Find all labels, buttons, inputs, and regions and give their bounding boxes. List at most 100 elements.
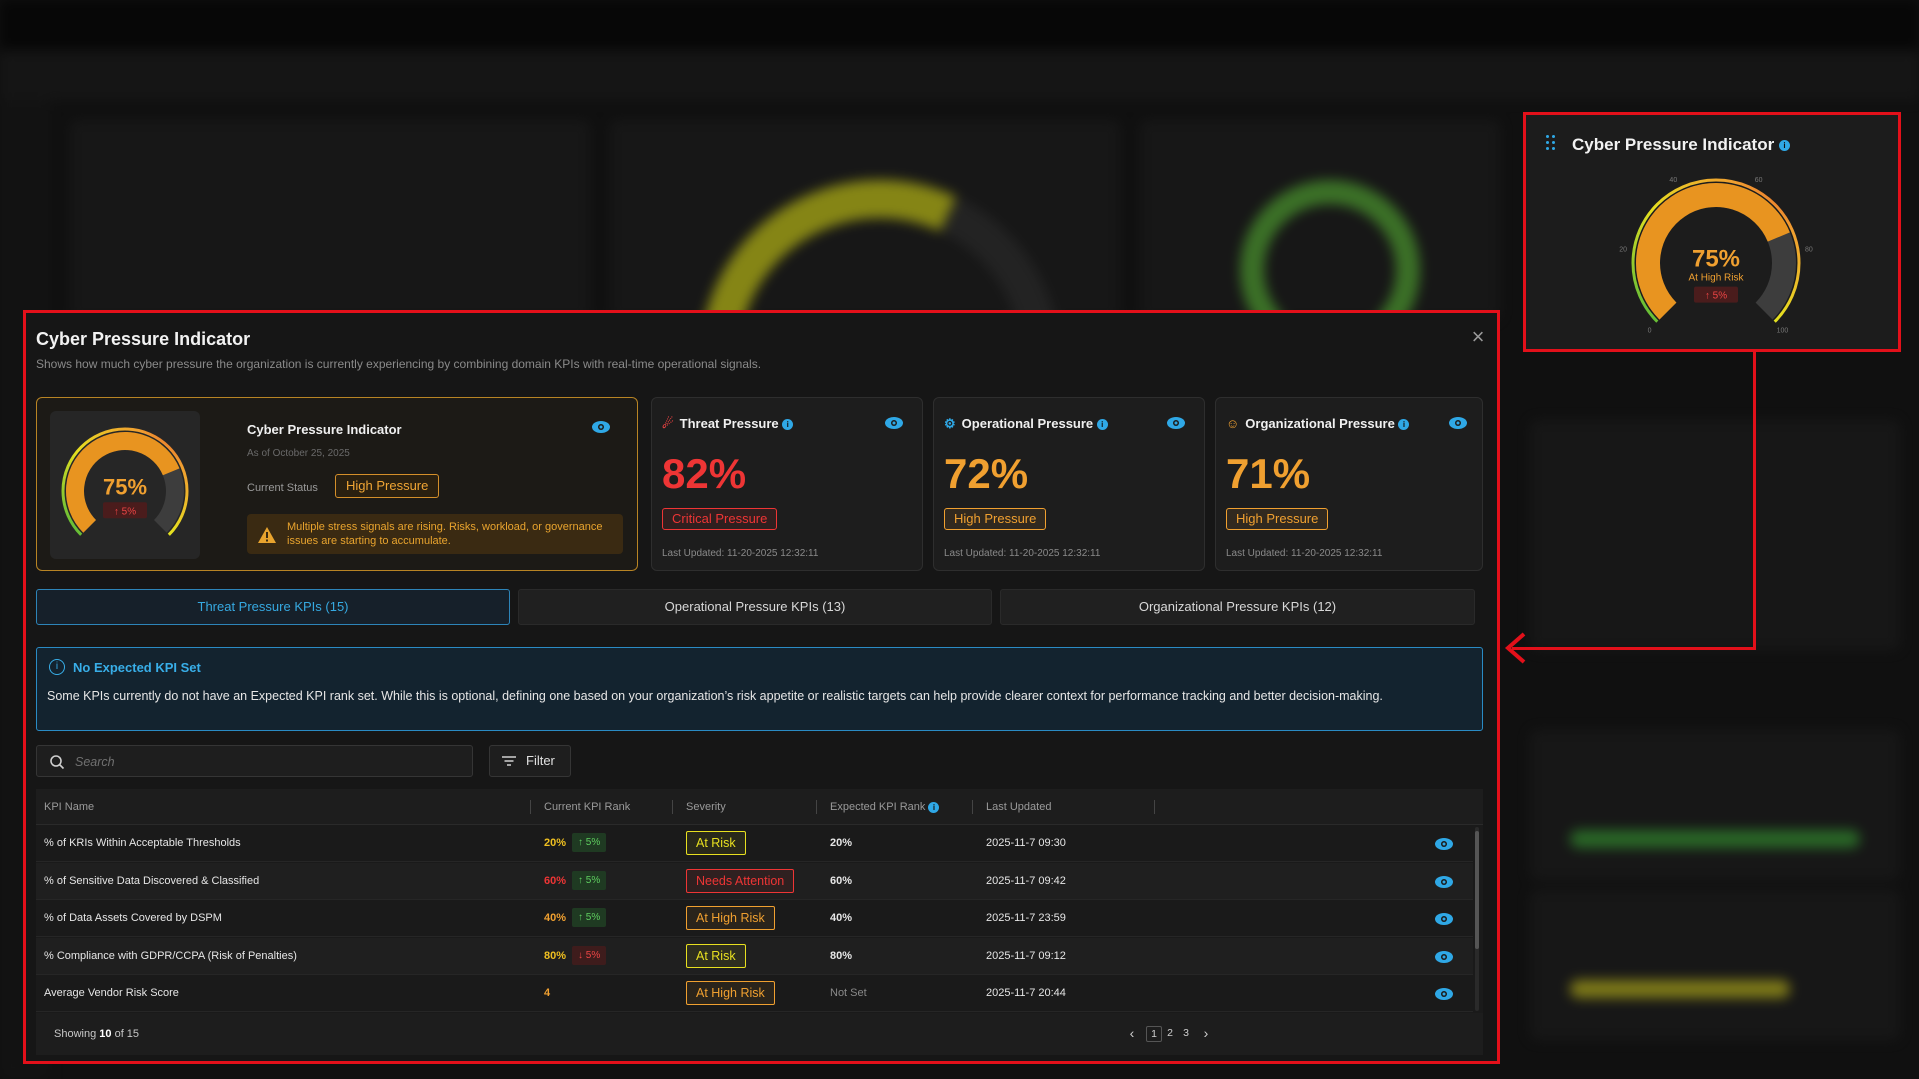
threat-icon: ☄ [662, 416, 674, 431]
tab-operational-pressure[interactable]: Operational Pressure KPIs (13) [518, 589, 992, 625]
widget-gauge: 0 20 40 60 80 100 75%At High Risk ↑ 5% [1619, 177, 1813, 334]
last-updated: Last Updated: 11-20-2025 12:32:11 [944, 548, 1101, 559]
severity-badge: At Risk [686, 943, 746, 968]
eye-icon[interactable] [1434, 875, 1454, 889]
kpi-name: % Compliance with GDPR/CCPA (Risk of Pen… [44, 949, 297, 962]
current-kpi-rank: 80% [544, 949, 567, 962]
column-header[interactable]: Last Updated [986, 801, 1052, 813]
gauge-status-label: At High Risk [1688, 273, 1744, 284]
pressure-badge: High Pressure [1226, 508, 1329, 530]
arrow-left-icon [1504, 632, 1526, 664]
organizational-pressure-card: ☺ Organizational Pressure i 71% High Pres… [1215, 397, 1483, 571]
page-1[interactable]: 1 [1146, 1026, 1162, 1042]
column-header[interactable]: Current KPI Rank [544, 801, 631, 813]
kpi-name: Average Vendor Risk Score [44, 987, 179, 1000]
gauge-tick-label: 60 [1755, 177, 1763, 184]
modal-subtitle: Shows how much cyber pressure the organi… [36, 357, 762, 371]
last-updated: 2025-11-7 20:44 [986, 987, 1066, 1000]
table-footer: Showing 10 of 15 ‹ 1 2 3 › [36, 1013, 1483, 1055]
chevron-right-icon[interactable]: › [1203, 1025, 1209, 1041]
warning-text: Multiple stress signals are rising. Risk… [287, 521, 603, 547]
kpi-name: % of Data Assets Covered by DSPM [44, 912, 222, 925]
gauge-delta-badge [103, 502, 147, 519]
search-input[interactable] [75, 752, 455, 772]
table-row[interactable]: % of Sensitive Data Discovered & Classif… [36, 862, 1473, 900]
eye-icon[interactable] [591, 420, 611, 434]
kpi-modal: Cyber Pressure Indicator Shows how much … [23, 310, 1500, 1064]
search-box [36, 745, 473, 777]
table-row[interactable]: % of KRIs Within Acceptable Thresholds 20… [36, 825, 1473, 862]
callout-connector [1753, 352, 1756, 650]
column-header[interactable]: KPI Name [44, 801, 95, 813]
page-3[interactable]: 3 [1183, 1027, 1189, 1039]
users-icon: ☺ [1226, 416, 1240, 431]
table-row[interactable]: % Compliance with GDPR/CCPA (Risk of Pen… [36, 937, 1473, 975]
severity-badge: At High Risk [686, 981, 775, 1006]
threat-pressure-card: ☄ Threat Pressure i 82% Critical Pressure… [651, 397, 923, 571]
gauge-container: 75% ↑ 5% [50, 411, 200, 559]
current-kpi-rank: 20% [544, 837, 567, 849]
pressure-badge: High Pressure [944, 508, 1047, 530]
gauge-tick-label: 80 [1805, 246, 1813, 253]
info-icon[interactable]: i [928, 801, 940, 813]
info-icon[interactable]: i [1096, 419, 1108, 431]
kpi-name: % of KRIs Within Acceptable Thresholds [44, 837, 241, 849]
table-row[interactable]: % of Data Assets Covered by DSPM 40% ↑ 5% A… [36, 900, 1473, 938]
tab-organizational-pressure[interactable]: Organizational Pressure KPIs (12) [1000, 589, 1475, 625]
gauge-outer-ring [1631, 178, 1801, 323]
chevron-left-icon[interactable]: ‹ [1129, 1025, 1135, 1041]
eye-icon[interactable] [884, 416, 904, 430]
callout-connector [1512, 647, 1756, 650]
info-icon[interactable]: i [1398, 419, 1410, 431]
table-header: KPI Name Current KPI Rank Severity Expec… [36, 789, 1483, 825]
gauge-value-arc [1636, 183, 1790, 320]
info-icon[interactable]: i [1778, 140, 1790, 152]
column-header[interactable]: Severity [686, 801, 726, 813]
current-kpi-rank: 60% [544, 874, 567, 887]
pressure-value: 82% [662, 450, 747, 497]
arrow-up-icon: ↑ [578, 912, 583, 924]
filter-button[interactable]: Filter [489, 745, 571, 777]
eye-icon[interactable] [1434, 912, 1454, 926]
table-body: % of KRIs Within Acceptable Thresholds 20… [36, 825, 1483, 1013]
cyber-pressure-widget[interactable]: Cyber Pressure Indicator i 0 20 40 60 80 100 7… [1523, 112, 1901, 352]
column-header[interactable]: Expected KPI Rank i [830, 801, 940, 813]
last-updated: 2025-11-7 09:42 [986, 874, 1066, 887]
eye-icon[interactable] [1434, 987, 1454, 1001]
delta-badge: ↓ 5% [572, 945, 607, 965]
pressure-badge: Critical Pressure [662, 508, 778, 530]
info-icon[interactable]: i [782, 419, 794, 431]
eye-icon[interactable] [1434, 950, 1454, 964]
gear-icon: ⚙ [944, 416, 956, 431]
gauge-value-label: 75% [103, 474, 147, 499]
eye-icon[interactable] [1448, 416, 1468, 430]
gauge-value-arc [66, 432, 180, 533]
tab-threat-pressure[interactable]: Threat Pressure KPIs (15) [36, 589, 510, 625]
eye-icon[interactable] [1166, 416, 1186, 430]
last-updated: 2025-11-7 09:30 [986, 837, 1066, 849]
status-label: Current Status [247, 482, 318, 494]
scrollbar[interactable] [1475, 827, 1479, 1011]
expected-kpi-rank: 60% [830, 874, 853, 887]
info-notice: i No Expected KPI Set Some KPIs currentl… [36, 647, 1483, 731]
gauge-tick-label: 40 [1669, 177, 1677, 184]
gauge-tick-label: 100 [1777, 327, 1789, 334]
close-icon[interactable]: × [1471, 324, 1485, 349]
status-badge: High Pressure [335, 474, 440, 498]
severity-badge: At High Risk [686, 906, 775, 931]
expected-kpi-rank: 80% [830, 949, 853, 962]
operational-pressure-card: ⚙ Operational Pressure i 72% High Pressur… [933, 397, 1205, 571]
warning-icon [258, 527, 276, 543]
card-title: ⚙ Operational Pressure i [944, 416, 1108, 432]
delta-badge: ↑ 5% [572, 870, 607, 890]
page-2[interactable]: 2 [1167, 1027, 1173, 1039]
kpi-name: % of Sensitive Data Discovered & Classif… [44, 874, 260, 887]
table-row[interactable]: Average Vendor Risk Score 4 At High Risk No… [36, 975, 1473, 1013]
drag-handle-icon[interactable] [1546, 135, 1558, 153]
gauge-delta-label: ↑ 5% [114, 506, 136, 517]
card-title: Cyber Pressure Indicator [247, 422, 402, 437]
current-kpi-rank: 4 [544, 987, 551, 1000]
eye-icon[interactable] [1434, 837, 1454, 851]
